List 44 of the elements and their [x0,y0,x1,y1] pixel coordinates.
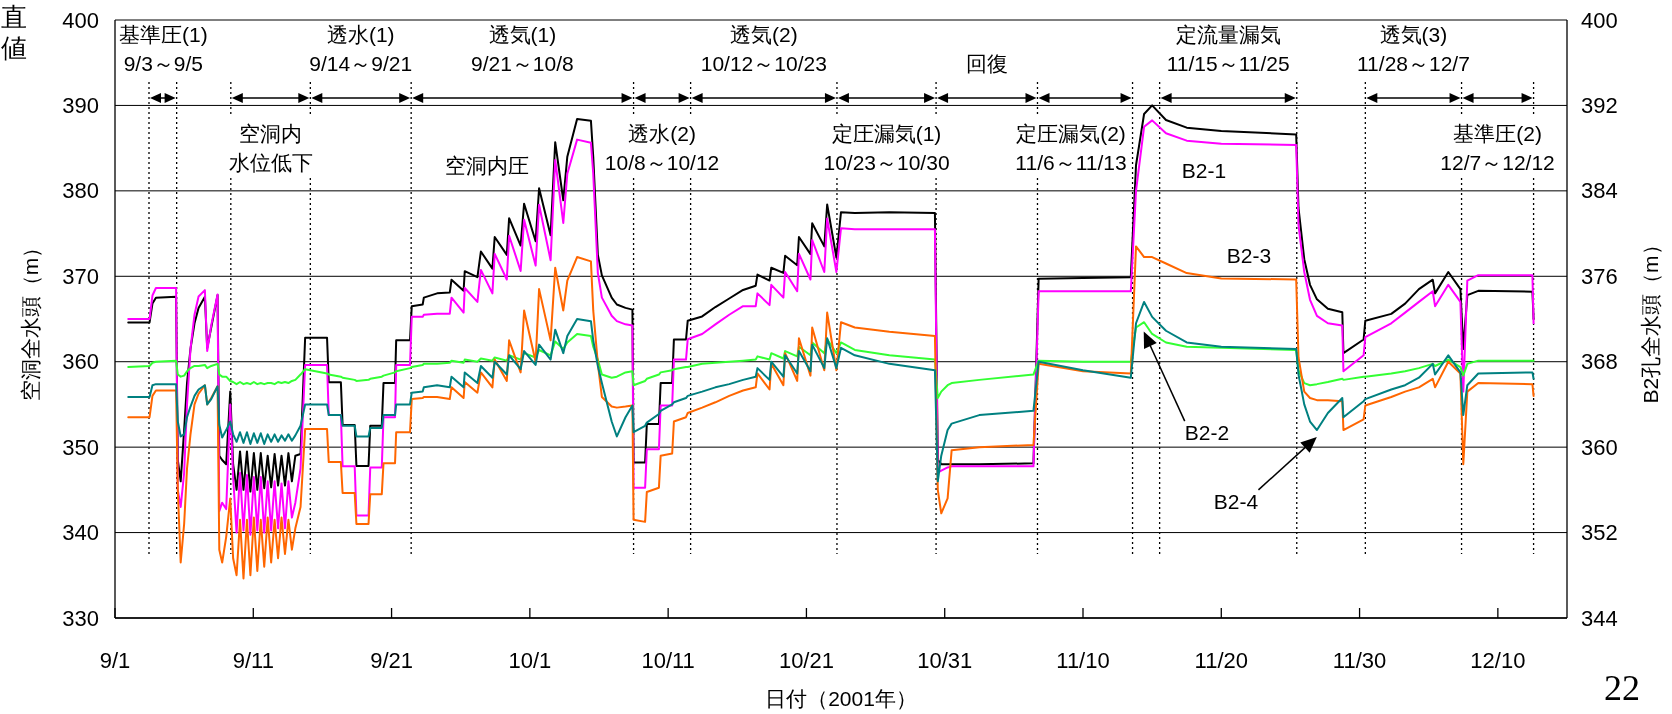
annotation: 透気(3) 11/28～12/7 [1357,22,1470,75]
y-tick-label: 350 [62,434,99,460]
annotation: 定圧漏気(2) 11/6～11/13 [1015,121,1127,174]
annotation: 基準圧(2) 12/7～12/12 [1440,121,1555,174]
annotation: 透気(2) 10/12～10/23 [700,22,827,75]
x-tick-label: 10/11 [641,647,695,673]
annotation: 透水(2) 10/8～10/12 [604,121,720,174]
y-tick-label: 390 [62,92,99,118]
y2-tick-label: 384 [1581,178,1618,204]
x-tick-label: 12/10 [1470,647,1526,673]
y-tick-label: 400 [62,7,99,33]
x-tick-label: 10/31 [917,647,973,673]
y2-axis-title: B2孔全水頭（m） [1638,234,1662,404]
annotation: 基準圧(1) 9/3～9/5 [119,22,208,75]
x-tick-label: 10/21 [778,647,834,673]
y-tick-label: 370 [62,263,99,289]
annotation: 定圧漏気(1) 10/23～10/30 [823,121,950,174]
annotation: 直値 [1,2,27,64]
y2-tick-label: 352 [1581,520,1618,546]
y-tick-label: 340 [62,520,99,546]
x-tick-label: 11/10 [1056,647,1110,673]
x-tick-label: 9/21 [370,647,413,673]
y2-tick-label: 392 [1581,92,1618,118]
y2-tick-label: 344 [1581,605,1618,631]
y2-tick-label: 360 [1581,434,1618,460]
y-tick-label: 330 [62,605,99,631]
x-tick-label: 11/20 [1194,647,1248,673]
annotation: 回復 [965,51,1008,75]
y2-tick-label: 400 [1581,7,1618,33]
y2-tick-label: 368 [1581,349,1618,375]
x-axis-title: 日付（2001年） [765,686,917,710]
y2-tick-label: 376 [1581,263,1618,289]
y-tick-label: 360 [62,349,99,375]
annotation: 定流量漏気 11/15～11/25 [1166,22,1290,75]
x-tick-label: 10/1 [508,647,552,673]
y-axis-title: 空洞全水頭（m） [18,236,42,402]
x-tick-label: 9/11 [232,647,274,673]
annotation: 22 [1604,668,1640,708]
annotation: 透気(1) 9/21～10/8 [471,22,574,75]
annotation: 空洞内水位低下 [228,121,313,174]
x-tick-label: 11/30 [1332,647,1387,673]
annotation: 透水(1) 9/14～9/21 [309,22,413,75]
x-tick-label: 9/1 [99,647,131,673]
y-tick-label: 380 [62,178,99,204]
